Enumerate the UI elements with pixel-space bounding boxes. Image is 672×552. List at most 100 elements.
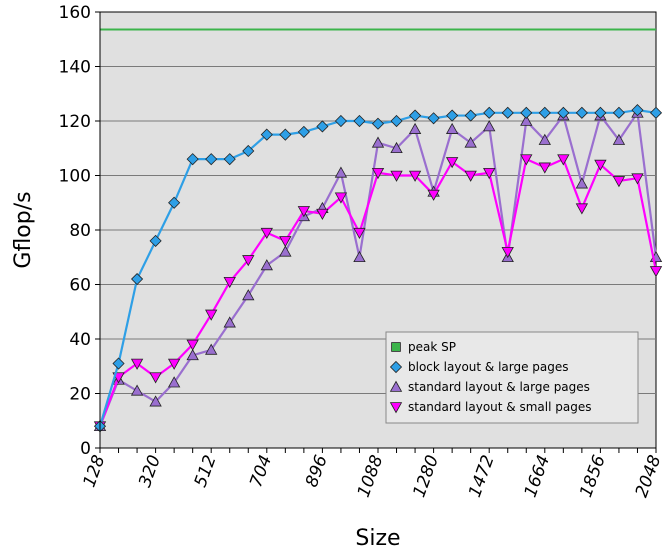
point-block-layout-large-pages bbox=[186, 153, 199, 166]
point-standard-layout-large-pages bbox=[167, 376, 181, 388]
point-standard-layout-large-pages bbox=[260, 259, 273, 271]
point-block-layout-large-pages bbox=[446, 109, 459, 122]
point-standard-layout-small-pages bbox=[334, 192, 348, 204]
x-tick-label: 512 bbox=[191, 453, 221, 490]
legend-marker-1 bbox=[389, 360, 403, 374]
point-standard-layout-large-pages bbox=[520, 114, 533, 126]
x-tick-label: 1856 bbox=[576, 452, 610, 500]
point-block-layout-large-pages bbox=[612, 106, 625, 119]
point-standard-layout-large-pages bbox=[353, 250, 366, 263]
point-block-layout-large-pages bbox=[520, 106, 533, 119]
point-block-layout-large-pages bbox=[538, 106, 551, 119]
point-standard-layout-small-pages bbox=[149, 372, 162, 384]
x-tick-label: 1472 bbox=[465, 453, 499, 500]
point-block-layout-large-pages bbox=[353, 114, 366, 128]
point-block-layout-large-pages bbox=[260, 128, 273, 141]
point-standard-layout-small-pages bbox=[279, 236, 292, 248]
x-tick-label: 320 bbox=[135, 453, 165, 490]
point-standard-layout-small-pages bbox=[483, 167, 496, 180]
legend-label: standard layout & large pages bbox=[408, 380, 590, 394]
point-standard-layout-small-pages bbox=[631, 173, 644, 185]
point-standard-layout-large-pages bbox=[205, 343, 218, 355]
point-block-layout-large-pages bbox=[297, 125, 310, 138]
point-block-layout-large-pages bbox=[168, 196, 181, 209]
point-block-layout-large-pages bbox=[649, 106, 663, 119]
series-block-layout-large-pages bbox=[93, 104, 663, 433]
point-standard-layout-large-pages bbox=[186, 349, 199, 361]
point-block-layout-large-pages bbox=[390, 114, 403, 128]
point-standard-layout-small-pages bbox=[464, 170, 477, 182]
y-tick-label: 60 bbox=[69, 276, 91, 296]
point-standard-layout-small-pages bbox=[353, 227, 366, 240]
y-tick-label: 40 bbox=[69, 330, 91, 350]
point-block-layout-large-pages bbox=[316, 120, 329, 133]
point-block-layout-large-pages bbox=[594, 106, 607, 119]
point-standard-layout-large-pages bbox=[538, 133, 551, 145]
point-block-layout-large-pages bbox=[223, 153, 236, 166]
point-block-layout-large-pages bbox=[575, 106, 588, 119]
point-block-layout-large-pages bbox=[483, 106, 496, 119]
point-standard-layout-large-pages bbox=[483, 120, 496, 132]
point-standard-layout-large-pages bbox=[612, 133, 626, 145]
point-standard-layout-large-pages bbox=[408, 122, 422, 134]
y-tick-label: 0 bbox=[80, 439, 91, 459]
legend-marker-2 bbox=[389, 380, 403, 392]
point-standard-layout-small-pages bbox=[612, 176, 626, 188]
legend: peak SP block layout & large pages standar… bbox=[385, 331, 639, 424]
point-block-layout-large-pages bbox=[464, 109, 477, 122]
y-tick-label: 160 bbox=[59, 3, 91, 23]
point-standard-layout-small-pages bbox=[594, 159, 607, 171]
point-block-layout-large-pages bbox=[149, 234, 162, 247]
legend-marker-0 bbox=[391, 342, 401, 352]
point-standard-layout-small-pages bbox=[297, 206, 311, 218]
point-block-layout-large-pages bbox=[112, 357, 125, 370]
y-tick-label: 120 bbox=[59, 112, 91, 132]
point-standard-layout-large-pages bbox=[242, 289, 255, 301]
point-block-layout-large-pages bbox=[631, 104, 644, 117]
point-standard-layout-large-pages bbox=[390, 141, 403, 154]
point-standard-layout-small-pages bbox=[557, 154, 570, 166]
point-block-layout-large-pages bbox=[205, 153, 218, 166]
point-standard-layout-large-pages bbox=[371, 136, 385, 148]
point-block-layout-large-pages bbox=[557, 106, 570, 119]
point-standard-layout-large-pages bbox=[279, 245, 292, 257]
point-standard-layout-large-pages bbox=[149, 395, 162, 407]
point-block-layout-large-pages bbox=[242, 144, 255, 158]
point-standard-layout-large-pages bbox=[464, 136, 477, 148]
point-standard-layout-small-pages bbox=[427, 189, 440, 201]
point-standard-layout-small-pages bbox=[575, 203, 589, 215]
point-block-layout-large-pages bbox=[279, 128, 292, 141]
legend-label: peak SP bbox=[408, 340, 456, 354]
series-standard-layout-small-pages bbox=[93, 154, 663, 433]
x-tick-label: 1088 bbox=[354, 452, 388, 500]
x-tick-label: 2048 bbox=[632, 452, 666, 500]
y-tick-label: 20 bbox=[69, 385, 91, 405]
point-standard-layout-small-pages bbox=[186, 339, 199, 351]
point-standard-layout-small-pages bbox=[205, 309, 218, 321]
x-axis-title: Size bbox=[355, 526, 400, 551]
y-axis-title: Gflop/s bbox=[11, 191, 36, 268]
point-standard-layout-small-pages bbox=[130, 358, 144, 370]
point-standard-layout-small-pages bbox=[538, 162, 551, 174]
point-standard-layout-large-pages bbox=[130, 384, 144, 396]
point-standard-layout-small-pages bbox=[445, 157, 459, 169]
point-standard-layout-small-pages bbox=[520, 154, 533, 166]
point-standard-layout-small-pages bbox=[223, 276, 236, 289]
point-block-layout-large-pages bbox=[427, 112, 440, 125]
point-standard-layout-large-pages bbox=[445, 122, 459, 134]
series-layer bbox=[93, 28, 663, 433]
point-standard-layout-small-pages bbox=[649, 266, 663, 278]
y-tick-label: 80 bbox=[69, 221, 91, 241]
y-tick-label: 140 bbox=[59, 58, 91, 78]
x-tick-label: 1280 bbox=[409, 453, 443, 500]
point-standard-layout-small-pages bbox=[390, 170, 403, 182]
point-standard-layout-large-pages bbox=[223, 316, 236, 328]
point-block-layout-large-pages bbox=[409, 109, 422, 122]
point-block-layout-large-pages bbox=[371, 117, 385, 130]
point-block-layout-large-pages bbox=[334, 114, 347, 128]
point-block-layout-large-pages bbox=[131, 272, 144, 286]
point-standard-layout-small-pages bbox=[316, 208, 329, 220]
point-standard-layout-small-pages bbox=[167, 358, 181, 370]
